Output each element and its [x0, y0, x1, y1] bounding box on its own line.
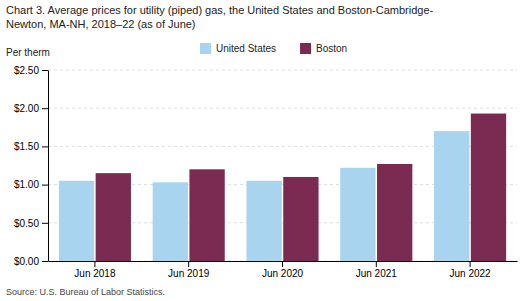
tick-label: $1.00	[14, 179, 39, 190]
tick-mark	[42, 108, 48, 109]
bar	[340, 168, 375, 261]
legend: United States Boston	[200, 43, 347, 54]
tick-mark	[188, 261, 189, 267]
series	[59, 131, 470, 261]
tick-label: $0.00	[14, 256, 39, 267]
tick-mark	[42, 146, 48, 147]
tick-mark	[470, 261, 471, 267]
tick-label: Jun 2022	[450, 268, 492, 279]
series	[96, 114, 507, 261]
axis-line	[48, 71, 49, 262]
tick: Jun 2020	[262, 261, 304, 279]
tick-mark	[282, 261, 283, 267]
tick-mark	[42, 185, 48, 186]
tick: Jun 2019	[168, 261, 210, 279]
bar	[189, 169, 224, 261]
bar	[283, 177, 318, 261]
tick-mark	[42, 223, 48, 224]
source: Source: U.S. Bureau of Labor Statistics.	[6, 287, 165, 297]
tick-label: $1.50	[14, 141, 39, 152]
chart: Chart 3. Average prices for utility (pip…	[0, 0, 529, 301]
tick-label: Jun 2019	[168, 268, 210, 279]
bar	[471, 114, 506, 261]
tick: $1.00	[14, 179, 48, 190]
tick: $0.50	[14, 218, 48, 229]
grid	[48, 70, 517, 261]
tick-mark	[94, 261, 95, 267]
title: Chart 3. Average prices for utility (pip…	[6, 4, 434, 16]
grid-line	[48, 108, 517, 109]
tick-label: $0.50	[14, 218, 39, 229]
tick-mark	[376, 261, 377, 267]
legend-swatch	[300, 43, 311, 54]
y-axis: $0.00 $0.50 $1.00 $1.50 $2.00 $2.50	[14, 65, 49, 267]
x-axis: Jun 2018 Jun 2019 Jun 2020 Jun 2021 Jun 2022	[49, 261, 518, 279]
tick-label: Jun 2021	[356, 268, 398, 279]
legend-label: Boston	[316, 43, 347, 54]
tick: Jun 2018	[74, 261, 116, 279]
legend-swatch	[200, 43, 211, 54]
tick-label: Jun 2018	[74, 268, 116, 279]
tick: $1.50	[14, 141, 48, 152]
tick: $0.00	[14, 256, 48, 267]
tick: $2.50	[14, 65, 48, 76]
tick-mark	[42, 261, 48, 262]
bar	[153, 182, 188, 261]
y-axis-label: Per therm	[6, 47, 50, 58]
tick: Jun 2021	[356, 261, 398, 279]
tick-label: $2.50	[14, 65, 39, 76]
grid-line	[48, 70, 517, 71]
bar	[246, 181, 281, 261]
bar	[434, 131, 469, 261]
tick-label: $2.00	[14, 103, 39, 114]
bar	[96, 173, 131, 261]
bar	[59, 181, 94, 261]
legend-label: United States	[216, 43, 276, 54]
bar	[377, 164, 412, 261]
tick-mark	[42, 70, 48, 71]
tick-label: Jun 2020	[262, 268, 304, 279]
tick: Jun 2022	[450, 261, 492, 279]
tick: $2.00	[14, 103, 48, 114]
subtitle: Newton, MA-NH, 2018–22 (as of June)	[6, 18, 196, 30]
bars	[59, 114, 506, 261]
